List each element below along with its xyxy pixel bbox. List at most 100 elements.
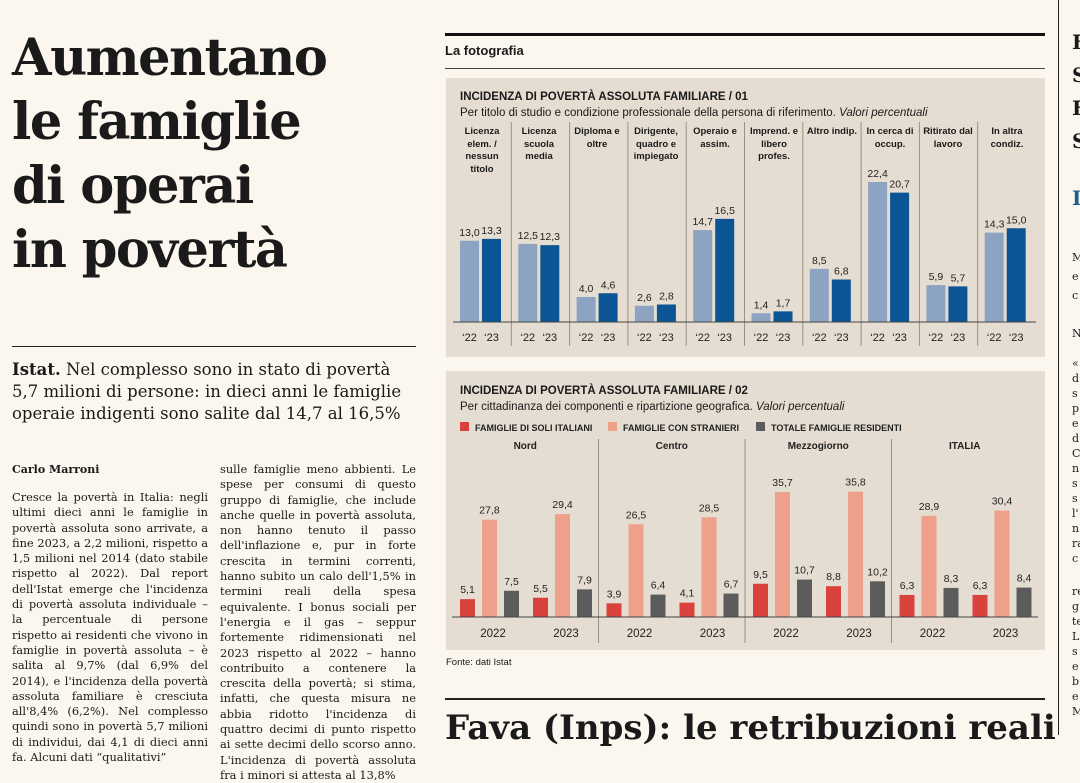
category-label: Operaio e assim. bbox=[693, 126, 737, 150]
headline-line: di operai bbox=[12, 156, 254, 216]
chart-title: INCIDENZA DI POVERTÀ ASSOLUTA FAMILIARE … bbox=[460, 385, 748, 397]
x-tick-label: ‘23 bbox=[542, 332, 557, 344]
data-label: 30,4 bbox=[992, 496, 1013, 508]
data-label: 4,0 bbox=[579, 283, 594, 295]
group-label: Centro bbox=[656, 441, 688, 452]
data-label: 5,5 bbox=[533, 583, 548, 595]
data-label: 28,9 bbox=[919, 501, 940, 513]
bar bbox=[972, 594, 988, 617]
x-tick-label: ‘23 bbox=[834, 332, 849, 344]
bar-2022 bbox=[693, 230, 713, 322]
headline-line: in povertà bbox=[12, 220, 288, 280]
legend-swatch bbox=[608, 422, 617, 431]
bar-2023 bbox=[540, 245, 560, 322]
edge-text-fragment: N bbox=[1072, 327, 1080, 340]
bar bbox=[994, 510, 1010, 617]
year-label: 2023 bbox=[700, 628, 726, 640]
edge-text-fragment: s bbox=[1072, 387, 1078, 400]
edge-text-fragment: c bbox=[1072, 289, 1079, 302]
section-kicker: La fotografia bbox=[445, 43, 524, 58]
x-tick-label: ‘23 bbox=[892, 332, 907, 344]
bar-2023 bbox=[773, 311, 793, 322]
category-label: Ritirato dal lavoro bbox=[923, 126, 973, 150]
chart-source: Fonte: dati Istat bbox=[446, 657, 512, 668]
legend-swatch bbox=[460, 422, 469, 431]
x-tick-label: ‘23 bbox=[776, 332, 791, 344]
edge-text-fragment: s bbox=[1072, 477, 1078, 490]
bar bbox=[921, 515, 937, 617]
bar bbox=[555, 514, 570, 617]
edge-text-fragment: « bbox=[1072, 357, 1079, 370]
bar-2023 bbox=[948, 286, 968, 322]
x-tick-label: ‘22 bbox=[987, 332, 1002, 344]
data-label: 6,3 bbox=[900, 580, 915, 592]
edge-text-fragment: d bbox=[1072, 432, 1080, 445]
bar bbox=[701, 517, 717, 617]
bar-2022 bbox=[751, 313, 771, 322]
data-label: 35,8 bbox=[845, 477, 866, 489]
chart-subtitle: Per cittadinanza dei componenti e ripart… bbox=[460, 401, 844, 413]
data-label: 8,8 bbox=[826, 571, 841, 583]
x-tick-label: ‘23 bbox=[717, 332, 732, 344]
bar-2022 bbox=[460, 240, 479, 322]
bar bbox=[753, 583, 768, 617]
bar bbox=[606, 603, 622, 617]
data-label: 2,6 bbox=[637, 292, 652, 304]
bar bbox=[848, 491, 863, 617]
data-label: 14,7 bbox=[692, 216, 713, 228]
edge-text-fragment: c bbox=[1072, 552, 1079, 565]
bar bbox=[723, 593, 739, 617]
chart-panel-2: INCIDENZA DI POVERTÀ ASSOLUTA FAMILIARE … bbox=[446, 371, 1045, 650]
x-tick-label: ‘23 bbox=[484, 332, 499, 344]
data-label: 6,7 bbox=[724, 579, 739, 591]
bar-2022 bbox=[576, 297, 596, 322]
legend-label: FAMIGLIE DI SOLI ITALIANI bbox=[475, 423, 592, 433]
data-label: 6,8 bbox=[834, 266, 849, 278]
divider bbox=[12, 346, 416, 347]
headline-line: Aumentano bbox=[12, 28, 328, 88]
data-label: 1,7 bbox=[776, 297, 791, 309]
data-label: 28,5 bbox=[699, 502, 720, 514]
year-label: 2022 bbox=[627, 628, 653, 640]
bar bbox=[797, 579, 812, 617]
divider bbox=[445, 698, 1045, 700]
bar-2022 bbox=[984, 232, 1004, 322]
standfirst-text: Nel complesso sono in stato di povertà 5… bbox=[12, 360, 402, 423]
bar-2023 bbox=[598, 293, 618, 322]
bar-chart-1: 13,0 ‘22 13,3 ‘23 12,5 ‘22 12,3 ‘23 4,0 ‘22 4,6 ‘23… bbox=[453, 122, 1036, 346]
divider bbox=[445, 68, 1045, 69]
chart-subtitle-italic: Valori percentuali bbox=[756, 401, 845, 413]
data-label: 8,4 bbox=[1017, 573, 1032, 585]
year-label: 2023 bbox=[846, 628, 872, 640]
edge-text-fragment: L bbox=[1072, 630, 1080, 643]
edge-text-fragment: b bbox=[1072, 675, 1080, 688]
bar-2023 bbox=[890, 192, 910, 322]
category-label: Imprend. e libero profes. bbox=[749, 126, 799, 162]
edge-text-fragment: n bbox=[1072, 462, 1080, 475]
x-tick-label: ‘22 bbox=[870, 332, 885, 344]
chart-panel-1: INCIDENZA DI POVERTÀ ASSOLUTA FAMILIARE … bbox=[446, 78, 1045, 357]
data-label: 7,5 bbox=[504, 576, 519, 588]
data-label: 6,4 bbox=[651, 580, 666, 592]
bar bbox=[1016, 587, 1032, 617]
bar bbox=[870, 581, 885, 617]
headline-line: le famiglie bbox=[12, 92, 302, 152]
year-label: 2023 bbox=[553, 628, 579, 640]
bar-2022 bbox=[518, 243, 538, 322]
data-label: 2,8 bbox=[659, 291, 674, 303]
edge-text-fragment: s bbox=[1072, 645, 1078, 658]
edge-text-fragment: S bbox=[1072, 63, 1080, 87]
data-label: 13,0 bbox=[459, 227, 480, 239]
data-label: 10,7 bbox=[794, 565, 815, 577]
edge-text-fragment: re bbox=[1072, 585, 1080, 598]
x-tick-label: ‘23 bbox=[601, 332, 616, 344]
next-article-headline: Fava (Inps): le retribuzioni reali bbox=[445, 708, 1055, 748]
chart-subtitle-italic: Valori percentuali bbox=[839, 107, 928, 119]
x-tick-label: ‘22 bbox=[812, 332, 827, 344]
bar bbox=[460, 599, 475, 617]
data-label: 22,4 bbox=[867, 168, 888, 180]
chart-title: INCIDENZA DI POVERTÀ ASSOLUTA FAMILIARE … bbox=[460, 91, 748, 103]
bar-2022 bbox=[634, 305, 654, 322]
data-label: 13,3 bbox=[481, 225, 502, 237]
